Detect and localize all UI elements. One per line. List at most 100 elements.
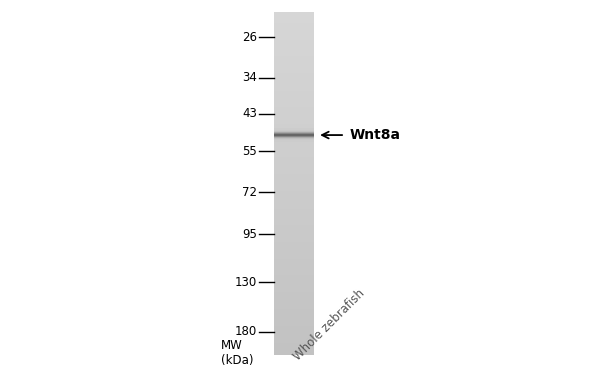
Bar xyxy=(274,301,314,303)
Bar xyxy=(274,91,314,92)
Bar xyxy=(274,161,314,162)
Bar xyxy=(274,230,314,232)
Bar xyxy=(274,282,314,283)
Bar xyxy=(274,242,314,243)
Bar xyxy=(274,84,314,85)
Bar xyxy=(274,96,314,98)
Bar xyxy=(274,71,314,72)
Bar xyxy=(274,154,314,155)
Bar xyxy=(274,58,314,59)
Bar xyxy=(274,312,314,313)
Bar xyxy=(274,278,314,279)
Bar xyxy=(274,166,314,167)
Bar xyxy=(274,251,314,252)
Bar xyxy=(274,109,314,110)
Bar xyxy=(274,155,314,156)
Text: 95: 95 xyxy=(242,228,257,241)
Text: Wnt8a: Wnt8a xyxy=(349,128,400,142)
Bar xyxy=(274,163,314,164)
Bar xyxy=(274,33,314,34)
Bar xyxy=(274,168,314,169)
Bar xyxy=(274,111,314,112)
Bar xyxy=(274,288,314,289)
Bar xyxy=(274,220,314,221)
Bar xyxy=(274,273,314,274)
Bar xyxy=(274,136,314,137)
Bar xyxy=(274,225,314,226)
Bar xyxy=(274,182,314,183)
Bar xyxy=(274,256,314,257)
Bar xyxy=(274,266,314,267)
Bar xyxy=(274,243,314,244)
Bar xyxy=(274,238,314,239)
Bar xyxy=(274,130,314,131)
Bar xyxy=(274,313,314,314)
Bar xyxy=(274,137,314,139)
Bar xyxy=(274,132,314,133)
Bar xyxy=(274,143,314,144)
Bar xyxy=(274,339,314,340)
Bar xyxy=(274,207,314,208)
Bar xyxy=(274,270,314,271)
Bar xyxy=(274,316,314,317)
Bar xyxy=(274,215,314,217)
Bar xyxy=(274,325,314,327)
Bar xyxy=(274,349,314,350)
Bar xyxy=(274,203,314,204)
Bar xyxy=(274,309,314,310)
Bar xyxy=(274,276,314,277)
Bar xyxy=(274,353,314,354)
Bar xyxy=(274,107,314,108)
Bar xyxy=(274,219,314,220)
Bar xyxy=(274,223,314,225)
Bar xyxy=(274,338,314,339)
Bar xyxy=(274,178,314,179)
Bar xyxy=(274,72,314,73)
Bar xyxy=(274,324,314,325)
Bar xyxy=(274,15,314,16)
Bar xyxy=(274,129,314,130)
Bar xyxy=(274,47,314,48)
Bar xyxy=(274,105,314,107)
Bar xyxy=(274,149,314,150)
Bar xyxy=(274,86,314,87)
Bar xyxy=(274,245,314,246)
Bar xyxy=(274,221,314,222)
Bar xyxy=(274,158,314,159)
Bar xyxy=(274,240,314,242)
Bar xyxy=(274,103,314,104)
Bar xyxy=(274,81,314,83)
Bar xyxy=(274,60,314,61)
Bar xyxy=(274,200,314,201)
Bar xyxy=(274,342,314,344)
Bar xyxy=(274,55,314,56)
Bar xyxy=(274,247,314,249)
Bar xyxy=(274,275,314,276)
Bar xyxy=(274,148,314,149)
Bar xyxy=(274,164,314,165)
Bar xyxy=(274,68,314,69)
Bar xyxy=(274,40,314,41)
Bar xyxy=(274,195,314,196)
Bar xyxy=(274,169,314,171)
Bar xyxy=(274,64,314,65)
Bar xyxy=(274,49,314,51)
Bar xyxy=(274,97,314,98)
Bar xyxy=(274,135,314,136)
Bar xyxy=(274,120,314,122)
Bar xyxy=(274,101,314,102)
Bar xyxy=(274,317,314,318)
Bar xyxy=(274,296,314,297)
Bar xyxy=(274,329,314,330)
Bar xyxy=(274,42,314,44)
Bar xyxy=(274,88,314,90)
Bar xyxy=(274,171,314,172)
Bar xyxy=(274,332,314,334)
Bar xyxy=(274,336,314,337)
Bar xyxy=(274,46,314,47)
Bar xyxy=(274,134,314,135)
Bar xyxy=(274,246,314,247)
Bar xyxy=(274,69,314,70)
Bar xyxy=(274,113,314,115)
Bar xyxy=(274,197,314,198)
